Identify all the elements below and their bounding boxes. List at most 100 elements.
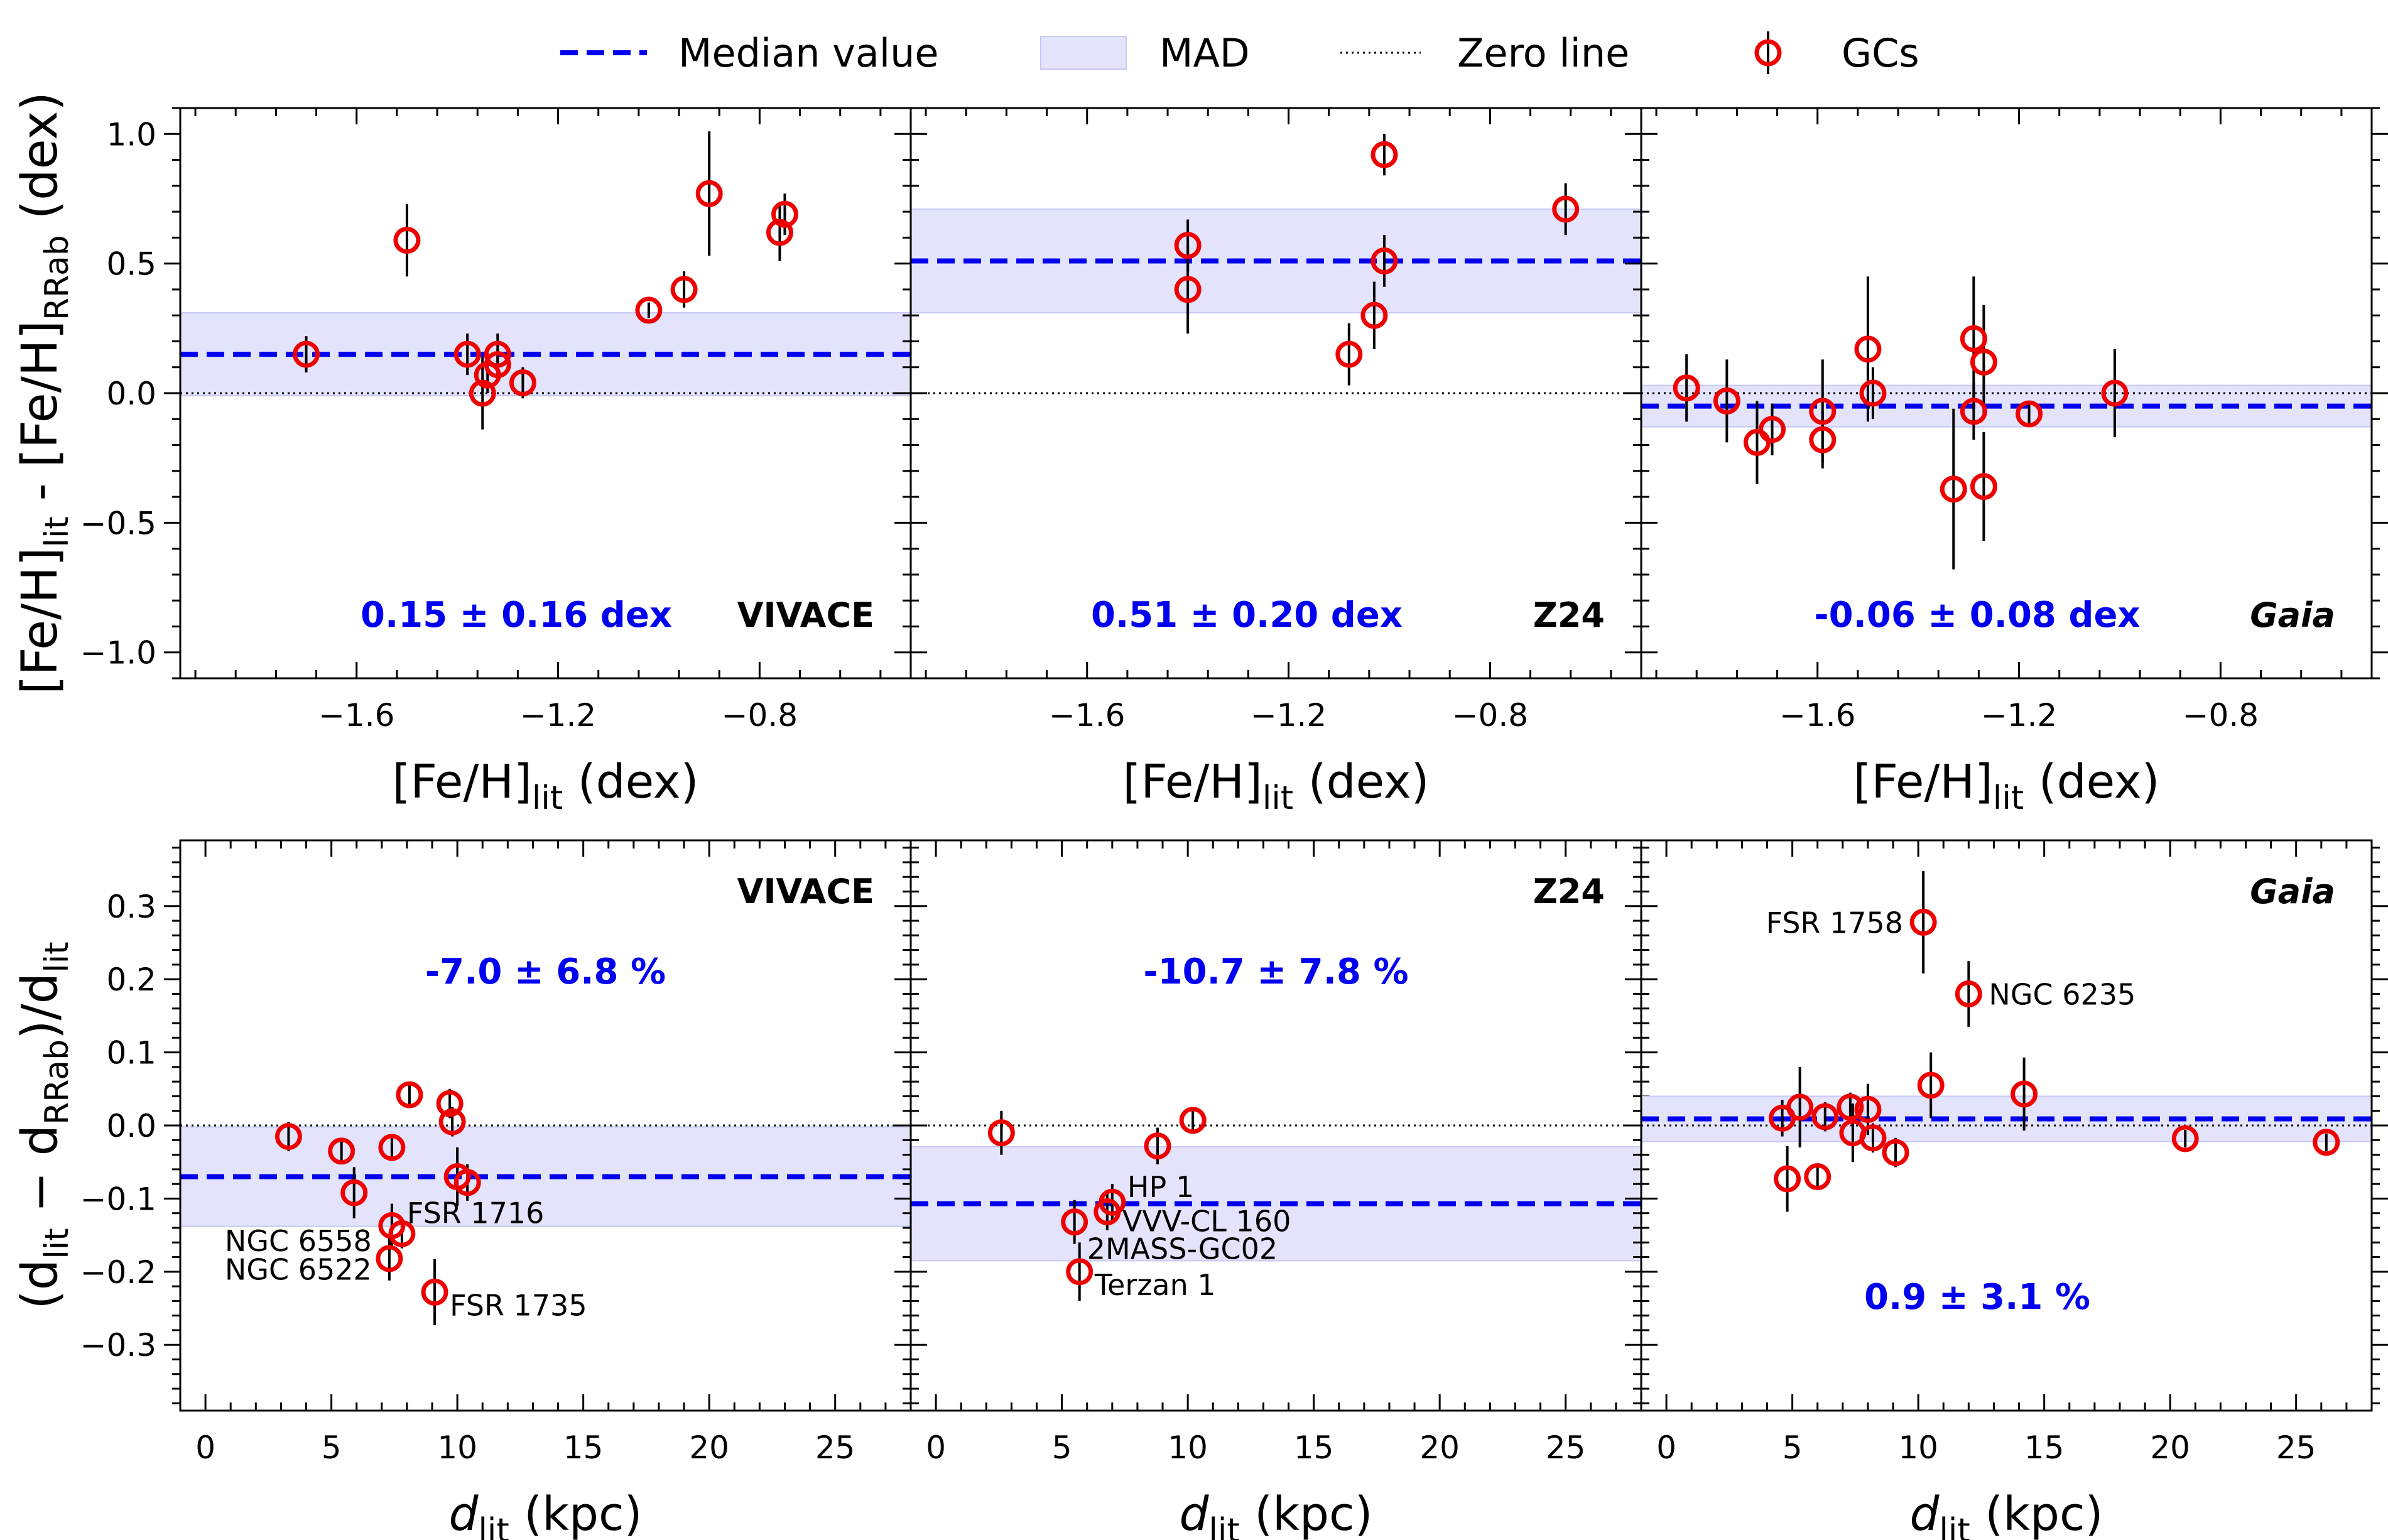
data-point [1970, 348, 1997, 376]
panel-feh-gaia: −1.6 −1.2 −0.8 Gaia -0.06 ± 0.08 dex [1625, 107, 2388, 734]
gc-name-label: 2MASS-GC02 [1087, 1232, 1278, 1266]
data-point [393, 226, 421, 254]
data-point [635, 296, 663, 324]
data-point [1673, 374, 1700, 402]
data-point [695, 180, 723, 207]
data-point [1335, 340, 1363, 368]
data-point [1859, 1124, 1887, 1152]
x-tick-label: 20 [689, 1429, 729, 1466]
plot-area [180, 131, 911, 430]
y-tick-label: 0.0 [106, 1108, 156, 1144]
data-point [484, 340, 511, 368]
data-point [328, 1137, 355, 1165]
data-point [1061, 1208, 1088, 1236]
x-tick-label: 5 [322, 1429, 342, 1466]
x-tick-label: 0 [195, 1429, 215, 1466]
data-point [1960, 398, 1987, 425]
data-point [1179, 1107, 1207, 1134]
x-tick-label: −1.6 [1779, 697, 1855, 734]
data-point [1370, 141, 1398, 168]
legend: Median value MAD Zero line GCs [560, 30, 1919, 76]
data-point [340, 1179, 368, 1207]
data-point [1837, 1093, 1864, 1121]
data-point [436, 1090, 464, 1117]
legend-mad-swatch [1040, 36, 1127, 70]
data-point [2011, 1080, 2038, 1108]
data-point [771, 200, 798, 228]
y-axis-label: (dlit − dRRab)/dlit [12, 941, 76, 1309]
data-point [396, 1081, 423, 1109]
ticks [1625, 840, 2388, 1411]
x-tick-label: 10 [1898, 1429, 1938, 1466]
x-tick-label: −1.6 [1049, 697, 1125, 734]
x-tick-label: 0 [1656, 1429, 1676, 1466]
data-point [1854, 1095, 1882, 1123]
gc-name-label: NGC 6558 [225, 1224, 372, 1258]
y-tick-label: −0.2 [80, 1254, 156, 1291]
panel-tag: VIVACE [737, 595, 874, 635]
data-point [1909, 908, 1937, 936]
legend-gcs-marker [1754, 39, 1782, 67]
data-point [293, 340, 320, 368]
x-tick-label: 25 [815, 1429, 855, 1466]
x-tick-label: −0.8 [2183, 697, 2259, 734]
y-axis-label: [Fe/H]lit - [Fe/H]RRab (dex) [12, 92, 76, 695]
plot-area [911, 134, 1641, 394]
x-axis-label: dlit (kpc) [1179, 1487, 1372, 1540]
x-axis-label: [Fe/H]lit (dex) [393, 755, 699, 817]
ticks [164, 107, 927, 680]
data-point [421, 1278, 448, 1306]
data-point [1786, 1093, 1814, 1121]
ticks [1625, 107, 2388, 680]
gc-name-label: VVV-CL 160 [1122, 1204, 1291, 1238]
y-tick-label: 0.3 [106, 889, 156, 925]
data-point [1759, 416, 1786, 443]
panel-feh-z24: −1.6 −1.2 −0.8 Z24 0.51 ± 0.20 dex [894, 107, 1658, 734]
legend-median-label: Median value [678, 30, 939, 76]
data-point [987, 1119, 1015, 1147]
data-point [1174, 232, 1202, 259]
stat-text: -0.06 ± 0.08 dex [1814, 595, 2140, 636]
x-axis-label: [Fe/H]lit (dex) [1123, 755, 1430, 817]
data-point [2171, 1125, 2199, 1152]
data-point [1552, 195, 1580, 223]
y-tick-label: 1.0 [106, 116, 156, 153]
x-tick-label: 25 [1546, 1429, 1586, 1466]
data-point [670, 276, 698, 303]
stat-text: -7.0 ± 6.8 % [425, 952, 666, 992]
stat-text: 0.15 ± 0.16 dex [361, 595, 672, 636]
y-tick-label: −0.5 [80, 505, 156, 541]
x-tick-label: 5 [1052, 1429, 1072, 1466]
data-point [274, 1122, 302, 1150]
stat-text: 0.51 ± 0.20 dex [1091, 595, 1403, 636]
data-point [2101, 379, 2129, 407]
data-point [2016, 400, 2043, 428]
data-point [1854, 335, 1882, 363]
data-point [1809, 426, 1837, 453]
data-point [1940, 475, 1967, 503]
x-tick-label: −0.8 [722, 697, 798, 734]
data-point [1360, 301, 1388, 329]
plot-area [180, 1081, 911, 1325]
data-point [1370, 247, 1398, 275]
panel-feh-vivace: −1.6 −1.2 −0.8 −1.0 −0.5 0.0 0.5 1.0 VIVACE 0.15 … [80, 107, 927, 734]
x-axis-label: dlit (kpc) [1909, 1487, 2103, 1540]
x-tick-label: 5 [1783, 1429, 1803, 1466]
data-point [453, 1169, 481, 1196]
data-point [1859, 379, 1887, 407]
data-point [376, 1245, 403, 1272]
x-axis-label: [Fe/H]lit (dex) [1853, 755, 2160, 817]
gc-name-label: FSR 1735 [450, 1288, 587, 1322]
x-tick-label: 10 [437, 1429, 477, 1466]
gc-name-label: HP 1 [1127, 1170, 1194, 1204]
plot-area [1641, 870, 2372, 1212]
gc-name-label: FSR 1716 [407, 1196, 545, 1230]
gc-name-label: Terzan 1 [1094, 1268, 1216, 1302]
gc-name-label: NGC 6522 [225, 1252, 372, 1286]
ticks [164, 840, 927, 1411]
data-point [1066, 1258, 1094, 1286]
y-tick-label: 0.5 [106, 246, 156, 283]
y-tick-label: −0.1 [80, 1181, 156, 1217]
panel-tag: Z24 [1533, 872, 1605, 911]
